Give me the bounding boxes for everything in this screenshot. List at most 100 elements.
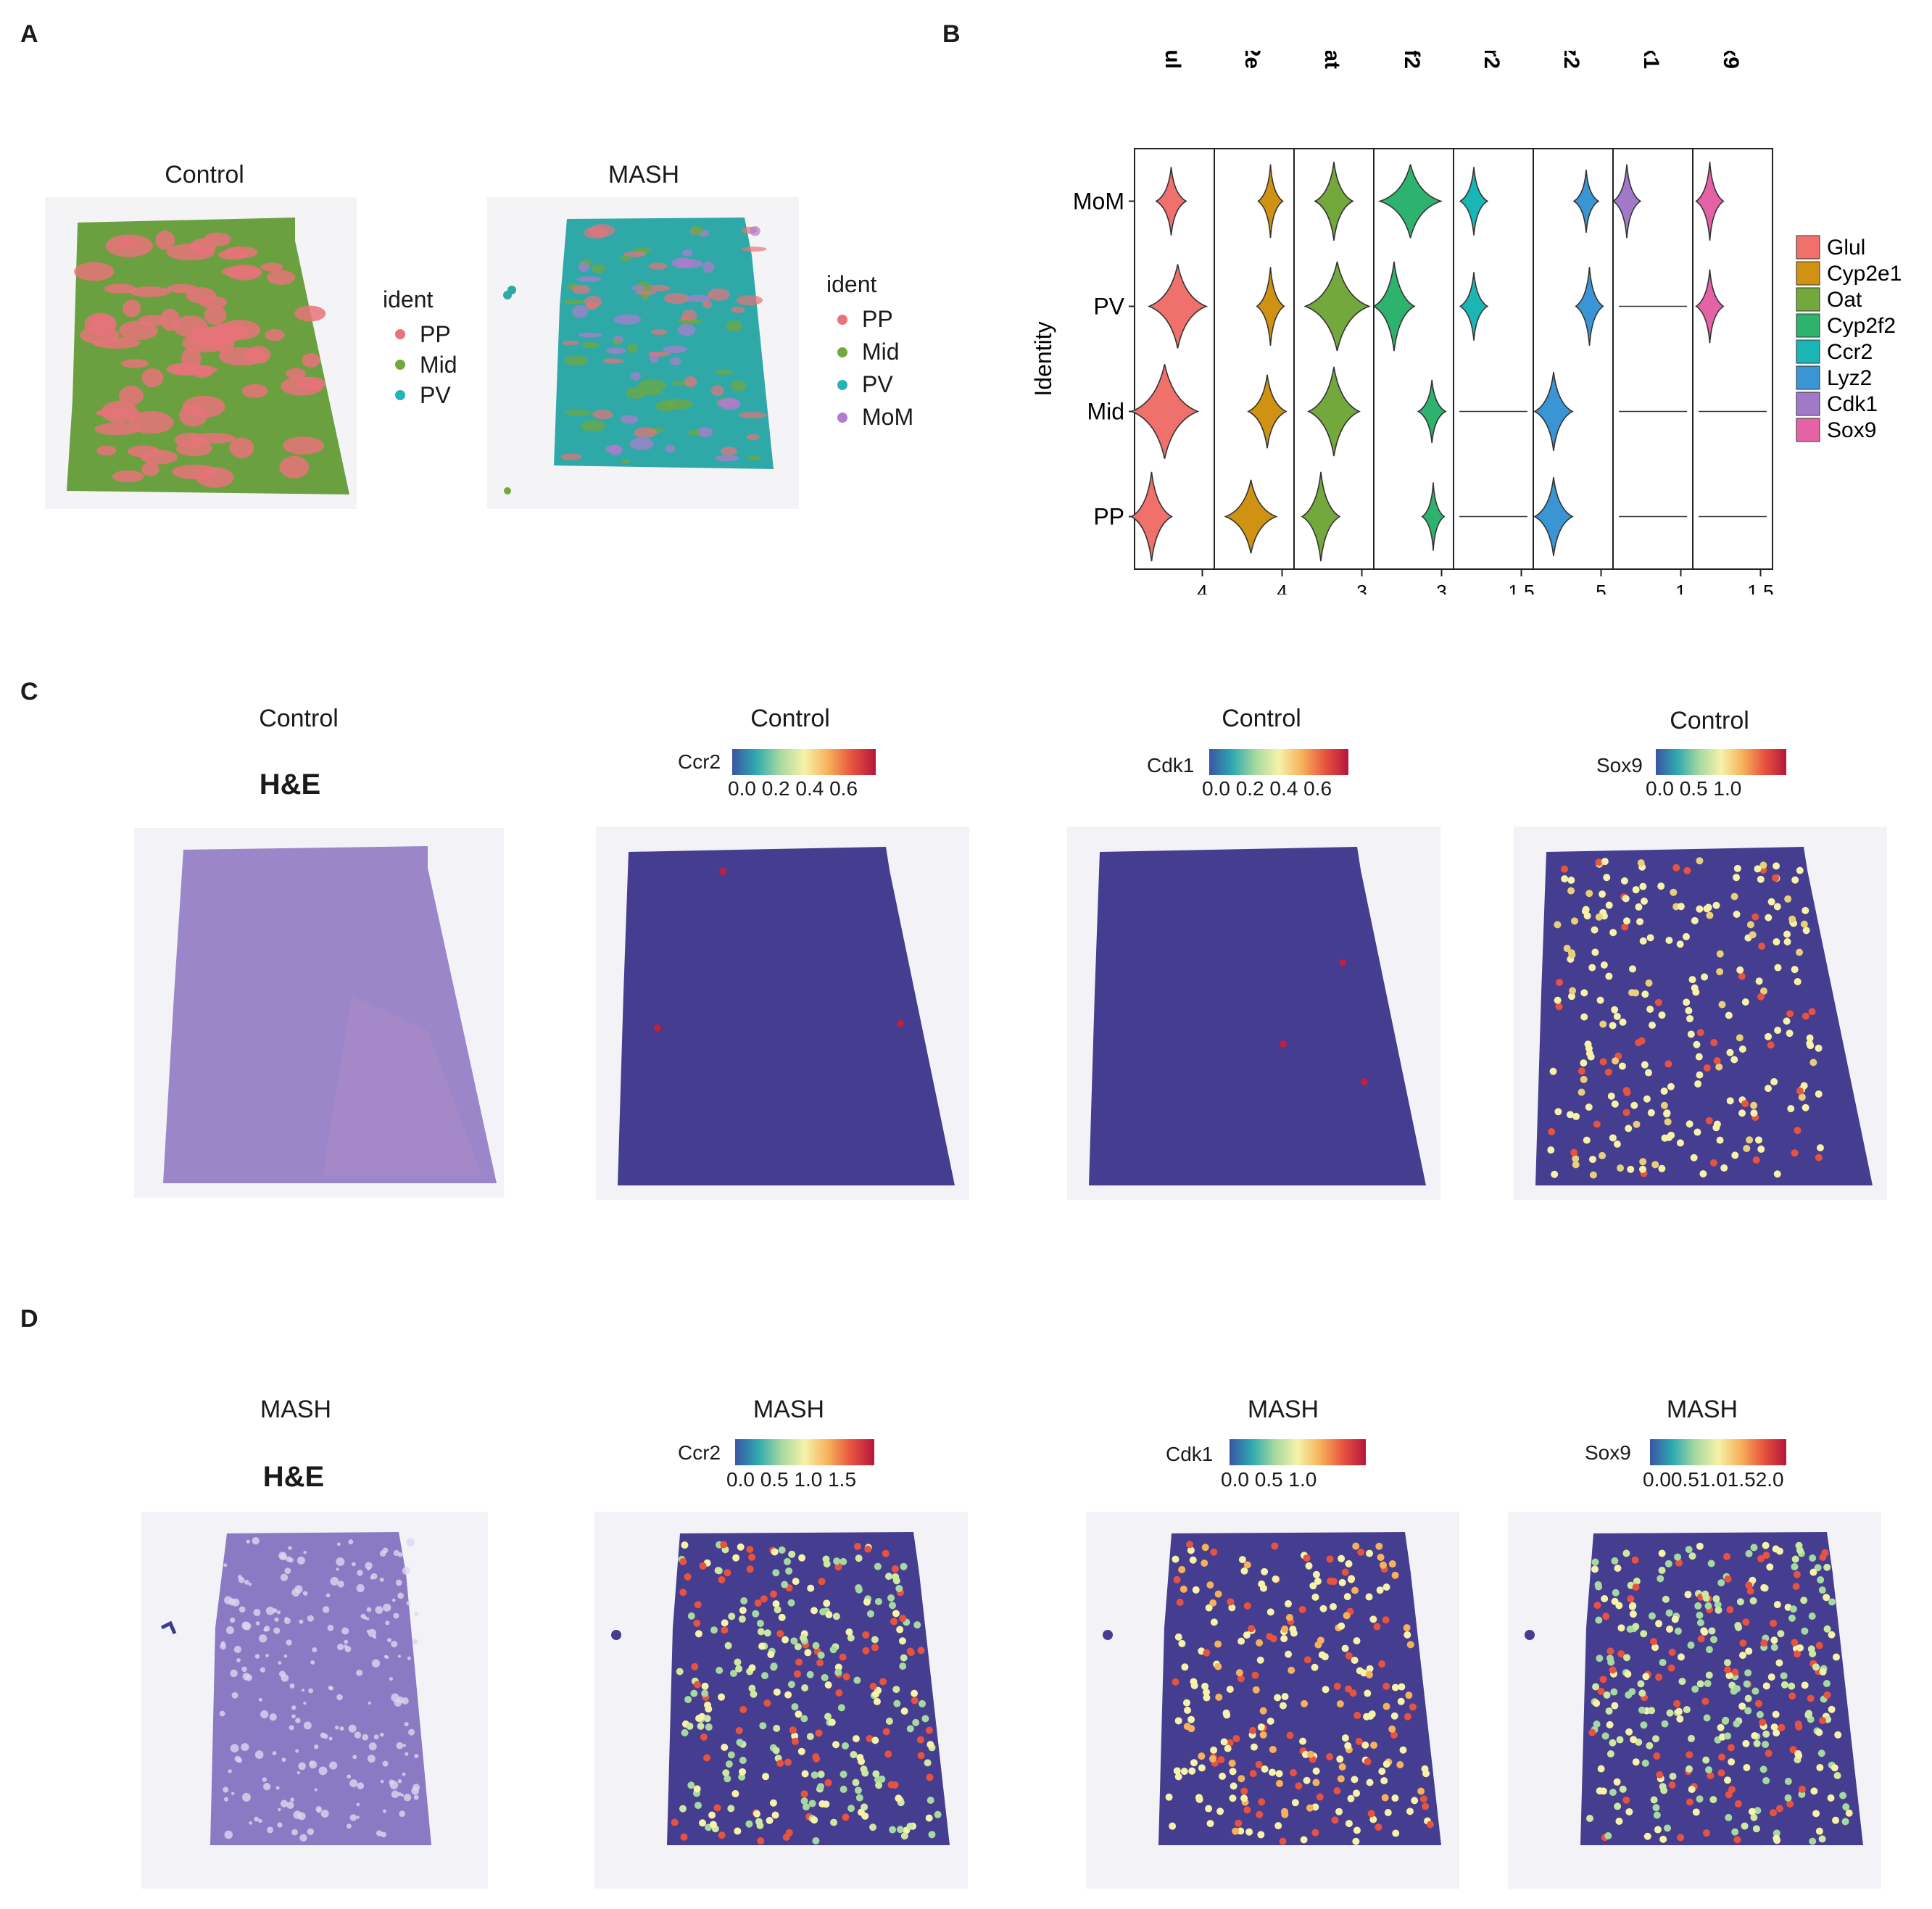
expression-spot xyxy=(1232,1827,1240,1835)
expression-spot xyxy=(1675,1707,1683,1715)
stray-spot xyxy=(504,487,511,494)
expression-spot xyxy=(1352,1542,1360,1550)
ident-cluster xyxy=(710,385,724,397)
expression-spot xyxy=(862,1647,870,1655)
expression-spot xyxy=(1765,1032,1773,1040)
expression-spot xyxy=(800,1715,808,1723)
ident-cluster xyxy=(687,429,701,436)
expression-spot xyxy=(1651,1644,1659,1652)
expression-spot xyxy=(1819,1553,1827,1561)
expression-spot xyxy=(1709,1796,1717,1804)
expression-spot xyxy=(1605,1707,1613,1715)
fat-droplet xyxy=(308,1688,314,1694)
fat-droplet xyxy=(379,1577,384,1582)
expression-spot xyxy=(1303,1776,1311,1784)
fat-droplet xyxy=(265,1654,269,1657)
fat-droplet xyxy=(252,1537,260,1545)
fat-droplet xyxy=(366,1607,372,1612)
expression-spot xyxy=(681,1728,689,1736)
expression-spot xyxy=(1705,1117,1713,1125)
fat-droplet xyxy=(285,1556,291,1562)
expression-spot xyxy=(1791,1555,1799,1563)
expression-spot xyxy=(695,1630,702,1638)
ident-cluster xyxy=(606,347,627,355)
expression-spot xyxy=(697,1722,705,1730)
fat-droplet xyxy=(389,1781,399,1789)
expression-spot xyxy=(693,1681,701,1689)
expression-spot xyxy=(774,1606,781,1614)
ident-cluster xyxy=(747,455,762,461)
expression-spot xyxy=(1329,1603,1337,1611)
colorbar xyxy=(1656,749,1786,775)
expression-spot xyxy=(1828,1705,1836,1713)
violin-cyp2e1-pp xyxy=(1224,479,1278,554)
expression-spot xyxy=(1818,1835,1826,1843)
expression-spot xyxy=(1767,1041,1775,1049)
violin-glul-mid xyxy=(1129,364,1200,459)
expression-spot xyxy=(1832,1653,1840,1661)
expression-spot xyxy=(810,1816,818,1824)
expression-spot xyxy=(806,1733,814,1741)
expression-spot xyxy=(1845,1809,1853,1817)
expression-spot xyxy=(748,1664,756,1672)
expression-spot xyxy=(1251,1671,1259,1679)
expression-spot xyxy=(1572,1112,1580,1120)
expression-spot xyxy=(830,1818,838,1826)
expression-spot xyxy=(1778,1723,1786,1731)
fat-droplet xyxy=(407,1656,411,1660)
expression-spot xyxy=(1625,1807,1633,1815)
ident-cluster xyxy=(663,293,689,305)
expression-spot xyxy=(1243,1561,1251,1569)
fat-droplet xyxy=(286,1801,294,1809)
expression-spot xyxy=(1684,1591,1692,1599)
expression-spot xyxy=(1187,1715,1195,1723)
expression-spot xyxy=(1715,1606,1722,1614)
expression-spot xyxy=(1591,1565,1599,1573)
expression-spot xyxy=(1676,1715,1684,1723)
fat-droplet xyxy=(223,1786,229,1793)
expression-spot xyxy=(694,1802,702,1810)
expression-spot xyxy=(1624,1670,1632,1678)
expression-spot xyxy=(1775,1805,1783,1813)
legend-dot-pp xyxy=(837,314,847,325)
expression-spot xyxy=(866,1734,874,1742)
expression-spot xyxy=(1622,895,1630,903)
expression-spot xyxy=(772,1569,780,1577)
expression-spot xyxy=(1649,1022,1657,1030)
expression-spot xyxy=(1802,906,1809,914)
fat-droplet xyxy=(389,1677,394,1681)
legend-item: PV xyxy=(837,368,953,401)
expression-spot xyxy=(1336,1700,1344,1708)
expression-spot xyxy=(1686,1120,1693,1128)
expression-spot xyxy=(1738,1109,1746,1117)
expression-spot xyxy=(1667,1131,1675,1139)
expression-spot xyxy=(1333,1682,1341,1690)
identity-label: PV xyxy=(1093,294,1124,320)
expression-spot xyxy=(1617,1650,1625,1658)
expression-spot xyxy=(1409,1703,1417,1711)
violin-lyz2-pp xyxy=(1533,477,1574,556)
expression-spot xyxy=(1770,1723,1778,1731)
expression-spot xyxy=(1551,1170,1559,1178)
expression-spot xyxy=(1248,1726,1256,1734)
expression-spot xyxy=(1314,1577,1322,1585)
expression-spot xyxy=(852,1735,860,1743)
expression-spot xyxy=(750,1690,758,1698)
expression-spot xyxy=(1743,1763,1751,1771)
expression-spot xyxy=(1594,1581,1602,1589)
fat-droplet xyxy=(401,1697,409,1705)
colorbar-ticks: 0.00.51.01.52.0 xyxy=(1643,1468,1784,1491)
expression-spot xyxy=(1599,1151,1606,1159)
pp-cluster xyxy=(221,265,261,278)
fat-droplet xyxy=(309,1760,318,1769)
expression-spot xyxy=(721,1619,729,1627)
legend-item: PP xyxy=(837,303,953,336)
high-spot xyxy=(719,868,726,875)
expression-spot xyxy=(834,1668,842,1676)
expression-spot xyxy=(1724,1776,1732,1784)
x-tick-label: 1.5 xyxy=(1508,581,1534,595)
expression-spot xyxy=(1173,1767,1181,1775)
expression-spot xyxy=(1671,1615,1679,1623)
expression-spot xyxy=(1730,1056,1738,1064)
expression-spot xyxy=(798,1554,806,1562)
